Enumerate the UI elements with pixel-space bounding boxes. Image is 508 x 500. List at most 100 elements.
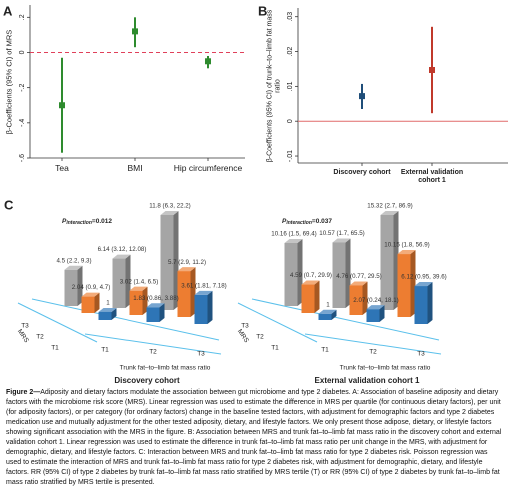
bar-front	[98, 311, 112, 320]
x-tick-label: T3	[417, 351, 425, 358]
bar-side	[410, 250, 416, 317]
bar-top	[414, 282, 433, 287]
y-tick-label: .01	[287, 81, 294, 91]
x-axis-label: Trunk fat–to–limb fat mass ratio	[120, 365, 211, 372]
annotation-text: =0.037	[312, 218, 332, 225]
bar-side	[190, 267, 196, 317]
x-tick-label: BMI	[127, 163, 143, 173]
x-axis-label: Trunk fat–to–limb fat mass ratio	[340, 365, 431, 372]
bar-top	[98, 307, 117, 312]
bar-front	[318, 313, 332, 320]
bar-3d	[318, 309, 337, 320]
bar-3d	[414, 282, 433, 324]
y-tick-label: .2	[19, 14, 26, 20]
x-tick-label: External validation cohort 1	[400, 169, 464, 185]
bar-top	[380, 211, 399, 215]
floor-line	[31, 298, 220, 341]
bar-3d	[397, 250, 416, 317]
value-label: 3.02 (1.4, 6.5)	[120, 278, 159, 285]
bar-front	[177, 271, 191, 317]
value-label: 1	[106, 300, 110, 307]
bar-side	[173, 211, 179, 310]
y-tick-label: .02	[287, 47, 294, 57]
bar-side	[111, 307, 117, 320]
bar-top	[129, 286, 148, 291]
value-label: 1	[326, 301, 330, 308]
bar-side	[94, 292, 100, 313]
floor-line	[237, 302, 318, 343]
point-estimate	[429, 67, 435, 73]
bar-3d	[160, 211, 179, 310]
point-estimate	[359, 93, 365, 100]
panel-letter: B	[258, 3, 267, 18]
bar-3d	[129, 286, 148, 315]
bar-top	[160, 211, 179, 215]
value-label: 10.16 (1.5, 69.4)	[271, 231, 316, 238]
caption-label: Figure 2—	[6, 389, 41, 396]
bar-front	[81, 296, 95, 313]
bar-top	[366, 305, 385, 310]
bar-front	[129, 290, 143, 315]
bar-top	[332, 238, 351, 243]
bar-front	[194, 294, 208, 324]
bar-side	[331, 309, 337, 320]
figure-panels: A B C .2 0 -.2 -.4 -.6 .03 .02 .01 0 -.01 1 1.83 (0…	[3, 3, 508, 385]
x-tick-label: T1	[321, 347, 329, 354]
depth-tick-label: T1	[271, 345, 279, 352]
bar-side	[125, 254, 131, 308]
value-label: 11.8 (6.3, 22.2)	[149, 203, 191, 210]
y-tick-label: -.2	[19, 83, 26, 91]
bar-side	[362, 281, 368, 315]
floor-line	[251, 298, 440, 341]
value-label: 4.76 (0.77, 29.5)	[336, 273, 381, 280]
x-tick-label: T3	[197, 351, 205, 358]
panel-letter: C	[4, 197, 14, 212]
annotation: Pinteraction=0.012	[62, 218, 112, 227]
bar-side	[142, 286, 148, 315]
bar-3d	[366, 305, 385, 322]
value-label: 15.32 (2.7, 86.9)	[367, 203, 412, 210]
x-tick-label: T2	[149, 349, 157, 356]
y-tick-label: -.6	[19, 154, 26, 162]
depth-tick-label: T2	[256, 334, 264, 341]
bar-top	[194, 290, 213, 295]
y-tick-label: .03	[287, 12, 294, 22]
bar-top	[284, 238, 303, 243]
panel-letter: A	[3, 3, 13, 18]
point-estimate	[205, 58, 211, 65]
bar-3d	[98, 307, 117, 320]
depth-tick-label: T3	[21, 323, 29, 330]
y-tick-label: -.4	[19, 119, 26, 127]
caption-text: Adiposity and dietary factors modulate t…	[6, 389, 502, 486]
value-label: 4.59 (0.7, 29.9)	[290, 272, 332, 279]
bar-3d	[177, 267, 196, 317]
bar-front	[414, 286, 428, 324]
bar-3d	[194, 290, 213, 324]
value-label: 2.04 (0.9, 4.7)	[72, 284, 111, 291]
bar-3d	[146, 303, 165, 322]
bar-side	[393, 211, 399, 310]
bar-front	[349, 285, 363, 315]
depth-tick-label: T1	[51, 345, 59, 352]
bar-3d	[81, 292, 100, 313]
bar-3d	[64, 265, 83, 306]
bar-top	[349, 281, 368, 286]
annotation-symbol: P	[62, 218, 67, 225]
annotation-symbol: P	[282, 218, 287, 225]
bar-top	[397, 250, 416, 255]
value-label: 5.7 (2.9, 11.2)	[168, 259, 206, 266]
x-tick-label: T1	[101, 347, 109, 354]
annotation-text: =0.012	[92, 218, 112, 225]
bar-front	[146, 307, 160, 322]
chart-title: Discovery cohort	[114, 376, 180, 385]
bar-3d	[284, 238, 303, 306]
bar-front	[366, 309, 380, 322]
floor-line	[17, 302, 98, 343]
point-estimate	[59, 102, 65, 109]
bar-side	[345, 238, 351, 308]
bar-top	[177, 267, 196, 272]
bar-side	[379, 305, 385, 322]
bar-3d	[301, 280, 320, 313]
bar-side	[297, 238, 303, 306]
